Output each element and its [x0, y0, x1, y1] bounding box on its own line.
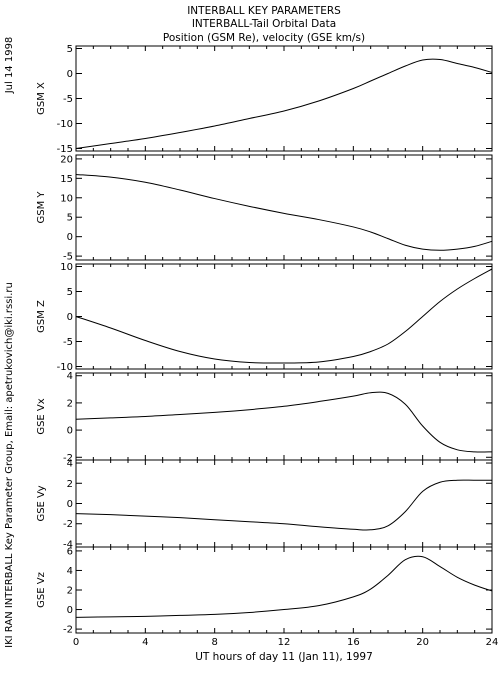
- panel-frame: [75, 45, 493, 152]
- y-axis-label: GSM Z: [36, 300, 47, 333]
- y-tick-label: 2: [67, 398, 73, 409]
- series-line-gse-vz: [75, 555, 493, 618]
- panel-frame: [75, 263, 493, 370]
- y-tick-label: 15: [60, 174, 73, 185]
- panel-gsm-x: 5 0 -5 -10 -15 GSM X: [36, 44, 493, 155]
- chart-title: INTERBALL KEY PARAMETERS INTERBALL-Tail …: [163, 5, 365, 44]
- title-line-2: INTERBALL-Tail Orbital Data: [192, 18, 336, 30]
- date-label: Jul 14 1998: [4, 37, 15, 95]
- y-tick-label: 4: [67, 459, 73, 470]
- y-tick-label: 2: [67, 586, 73, 597]
- panel-frame: [75, 154, 493, 261]
- series-line-gsm-y: [75, 173, 493, 251]
- y-tick-label: -5: [63, 252, 73, 263]
- credit-label: IKI RAN INTERBALL Key Parameter Group, E…: [4, 282, 15, 648]
- x-tick-label: 8: [211, 637, 217, 648]
- panel-gsm-z: 10 5 0 -5 -10 GSM Z: [36, 262, 493, 373]
- series-line-gse-vx: [75, 391, 493, 453]
- x-tick-label: 4: [142, 637, 148, 648]
- x-tick-label: 20: [416, 637, 429, 648]
- y-tick-label: 10: [60, 193, 73, 204]
- y-tick-label: -2: [63, 519, 73, 530]
- x-axis-label: UT hours of day 11 (Jan 11), 1997: [195, 651, 373, 663]
- x-tick-label: 16: [347, 637, 360, 648]
- y-axis-label: GSE Vz: [36, 572, 47, 608]
- y-tick-label: -15: [57, 144, 73, 155]
- y-tick-label: -10: [57, 119, 73, 130]
- y-axis-label: GSE Vx: [36, 398, 47, 434]
- panel-gse-vy: 4 2 0 -2 -4 GSE Vy: [36, 459, 493, 550]
- x-axis: 0 4 8 12 16 20 24: [73, 637, 499, 648]
- y-tick-label: 0: [67, 426, 73, 437]
- series-line-gse-vy: [75, 479, 492, 531]
- y-axis-label: GSM X: [36, 82, 47, 115]
- y-tick-label: -2: [63, 625, 73, 636]
- y-tick-label: 4: [67, 371, 73, 382]
- y-axis-label: GSM Y: [36, 191, 47, 224]
- y-tick-label: 0: [67, 605, 73, 616]
- series-line-gsm-z: [75, 268, 493, 364]
- panel-frame: [75, 459, 493, 548]
- panel-gse-vz: 6 4 2 0 -2 GSE Vz: [36, 546, 493, 636]
- y-tick-label: 5: [67, 44, 73, 55]
- x-tick-label: 0: [73, 637, 79, 648]
- y-tick-label: 0: [67, 499, 73, 510]
- y-tick-label: -4: [63, 539, 73, 550]
- y-tick-label: -5: [63, 94, 73, 105]
- panel-gsm-y: 20 15 10 5 0 -5 GSM Y: [36, 154, 493, 263]
- panel-gse-vx: 4 2 0 -2 GSE Vx: [36, 371, 493, 464]
- y-tick-label: 0: [67, 312, 73, 323]
- y-tick-label: -10: [57, 362, 73, 373]
- y-tick-label: 0: [67, 69, 73, 80]
- title-line-1: INTERBALL KEY PARAMETERS: [187, 5, 341, 17]
- y-tick-label: -5: [63, 337, 73, 348]
- y-tick-label: 5: [67, 213, 73, 224]
- series-line-gsm-x: [75, 58, 493, 149]
- y-tick-label: 4: [67, 566, 73, 577]
- y-tick-label: -2: [63, 453, 73, 464]
- y-tick-label: 2: [67, 479, 73, 490]
- y-tick-label: 6: [67, 546, 73, 557]
- y-axis-label: GSE Vy: [36, 485, 47, 521]
- y-tick-label: 10: [60, 262, 73, 273]
- y-tick-label: 0: [67, 232, 73, 243]
- x-tick-label: 24: [486, 637, 499, 648]
- y-tick-label: 20: [60, 154, 73, 165]
- x-tick-label: 12: [278, 637, 291, 648]
- y-tick-label: 5: [67, 287, 73, 298]
- title-line-3: Position (GSM Re), velocity (GSE km/s): [163, 32, 365, 44]
